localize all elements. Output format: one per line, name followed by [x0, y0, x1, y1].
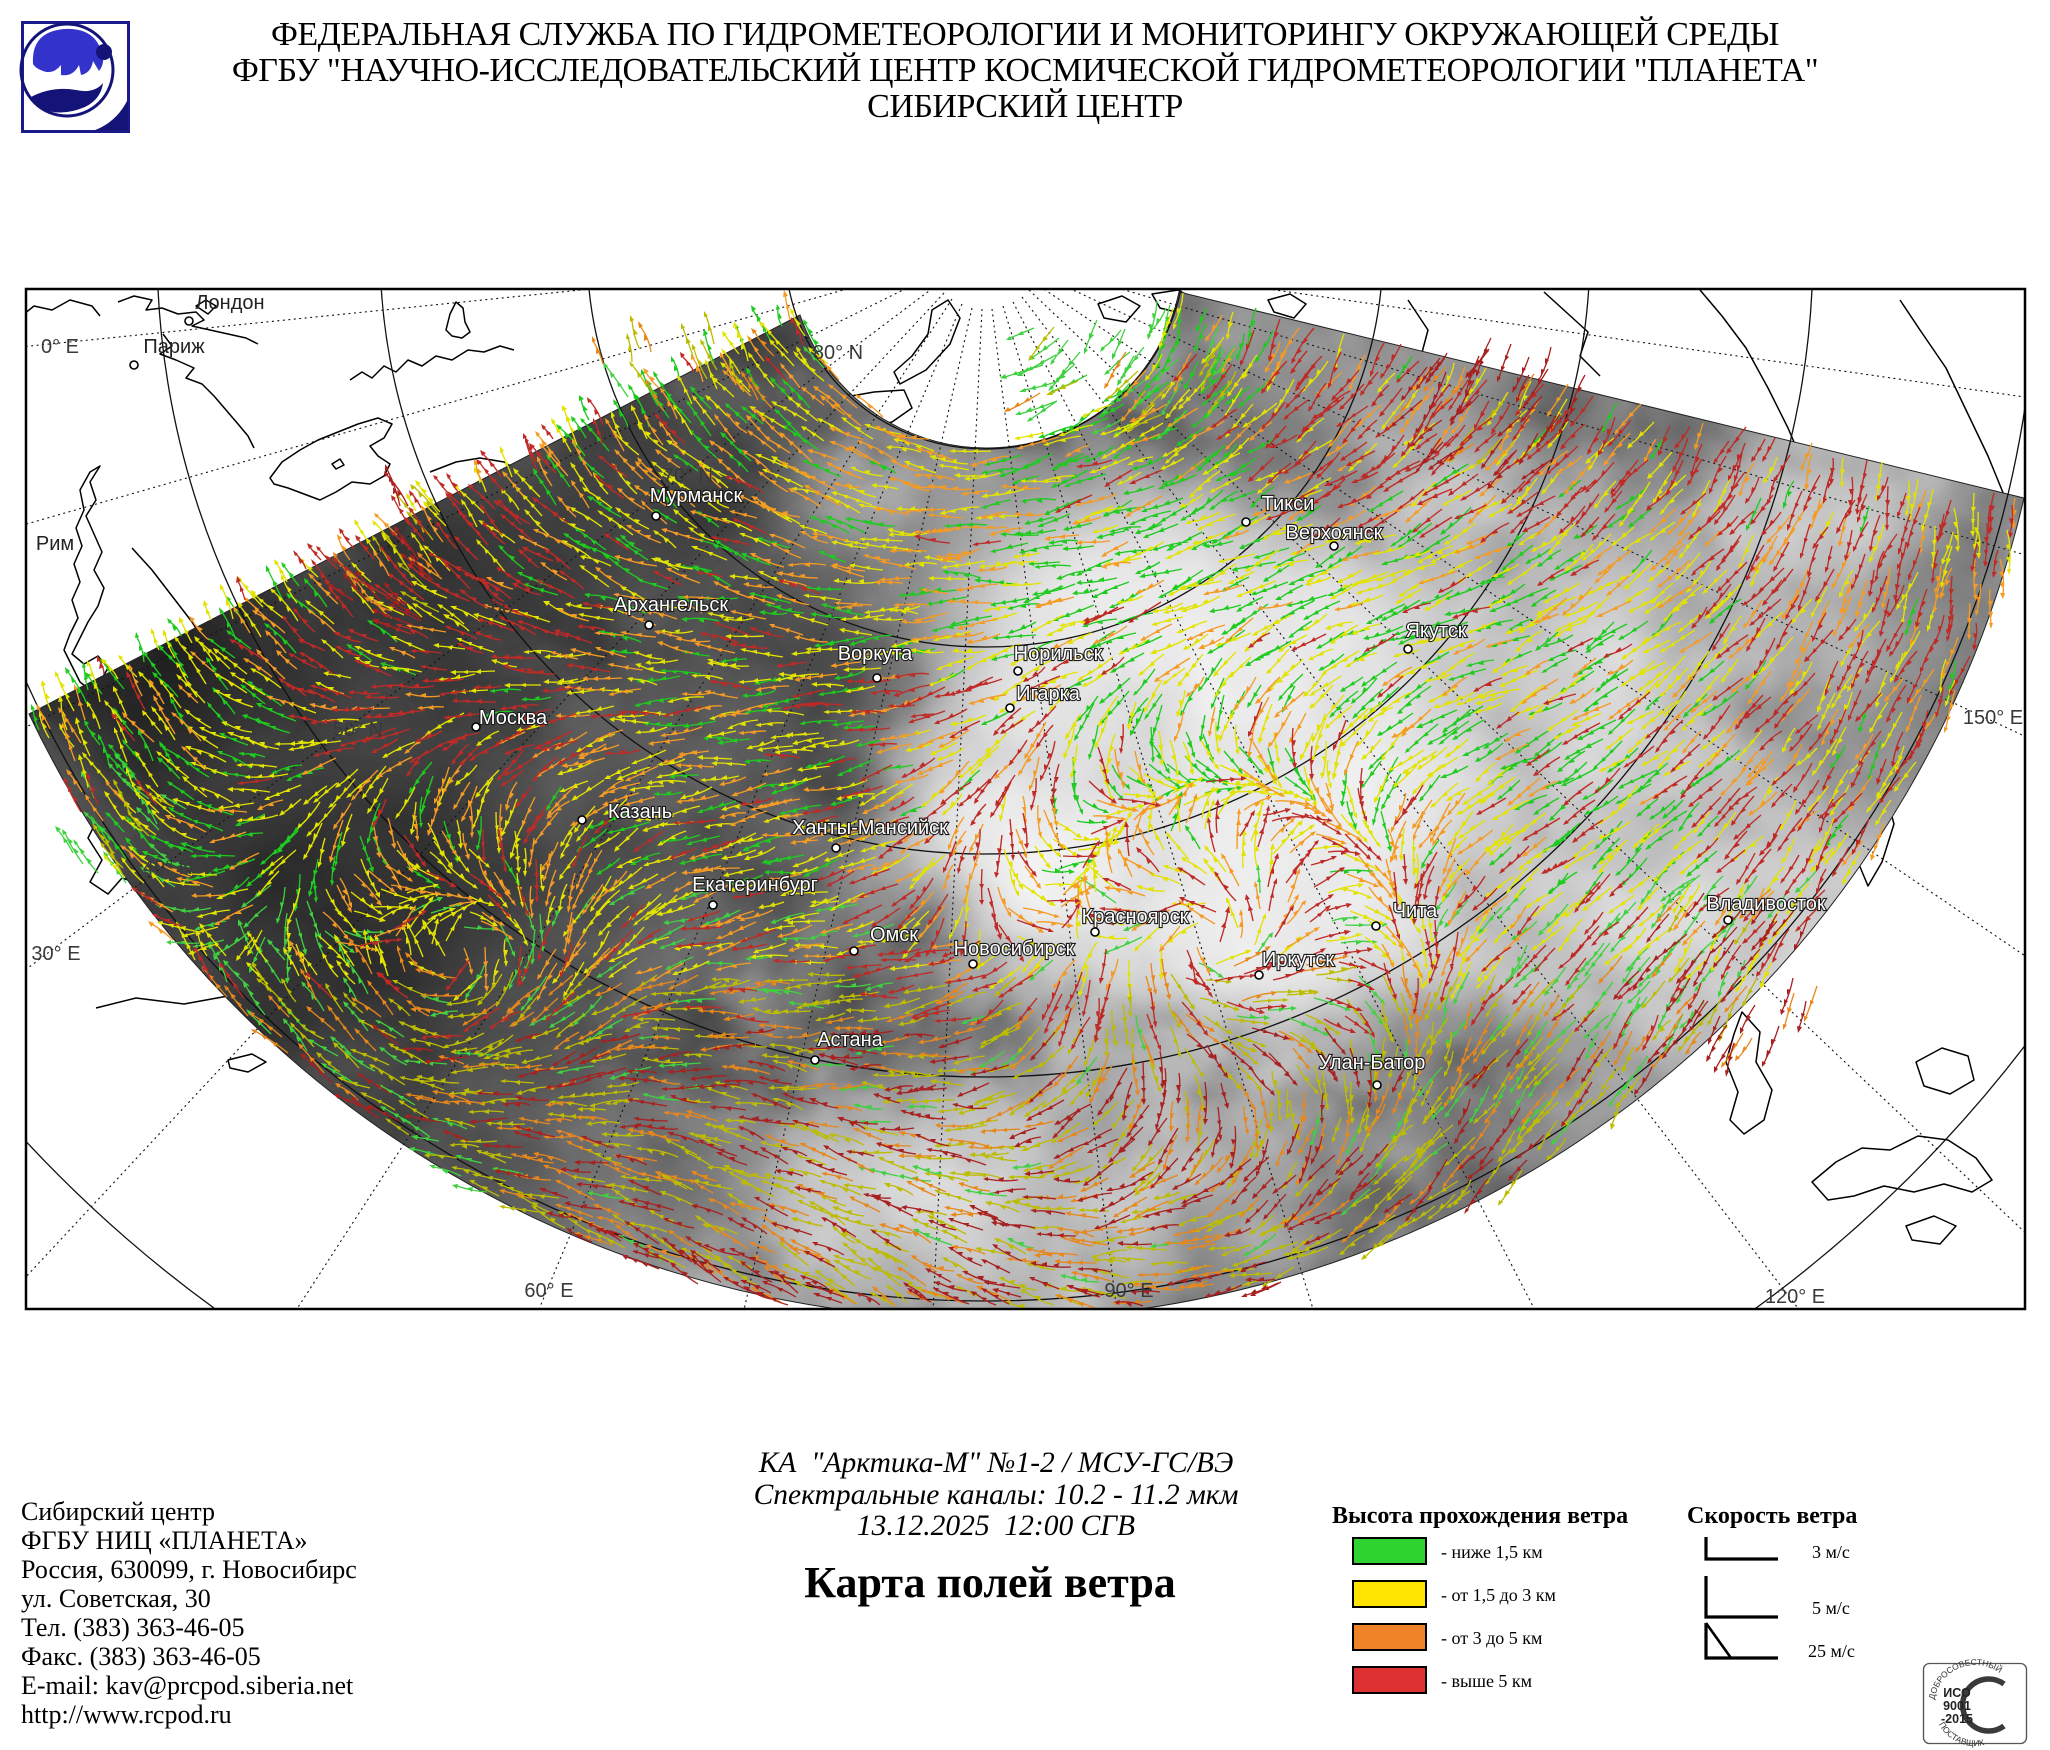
svg-text:ИСО: ИСО	[1943, 1686, 1971, 1700]
svg-text:0° E: 0° E	[41, 336, 79, 358]
svg-text:60° N: 60° N	[491, 597, 541, 619]
svg-text:Париж: Париж	[143, 336, 205, 358]
svg-text:Тикси: Тикси	[1262, 493, 1315, 515]
svg-text:Рим: Рим	[36, 533, 74, 555]
svg-text:Казань: Казань	[608, 801, 672, 823]
svg-text:Екатеринбург: Екатеринбург	[692, 874, 818, 896]
svg-text:90° E: 90° E	[1104, 1280, 1153, 1302]
svg-text:Москва: Москва	[479, 707, 548, 729]
svg-text:80° N: 80° N	[813, 342, 863, 364]
svg-text:Красноярск: Красноярск	[1082, 906, 1189, 928]
svg-text:Мурманск: Мурманск	[650, 485, 743, 507]
svg-text:70° N: 70° N	[663, 465, 713, 487]
svg-text:Архангельск: Архангельск	[614, 594, 729, 616]
svg-text:Чита: Чита	[1393, 900, 1438, 922]
svg-text:Норильск: Норильск	[1014, 643, 1103, 665]
svg-text:60° E: 60° E	[524, 1280, 573, 1302]
svg-text:Улан-Батор: Улан-Батор	[1319, 1052, 1426, 1074]
svg-text:Верхоянск: Верхоянск	[1286, 522, 1383, 544]
svg-text:Якутск: Якутск	[1405, 620, 1466, 642]
svg-text:Ханты-Мансийск: Ханты-Мансийск	[792, 817, 948, 839]
svg-text:Омск: Омск	[870, 924, 918, 946]
svg-text:-2015: -2015	[1941, 1712, 1973, 1726]
svg-text:40° N: 40° N	[143, 857, 193, 879]
svg-text:Новосибирск: Новосибирск	[954, 938, 1075, 960]
svg-text:9001: 9001	[1943, 1699, 1971, 1713]
svg-text:Лондон: Лондон	[195, 292, 264, 314]
svg-text:Игарка: Игарка	[1016, 683, 1081, 705]
svg-text:Владивосток: Владивосток	[1706, 893, 1826, 915]
svg-text:50° N: 50° N	[333, 719, 383, 741]
svg-text:120° E: 120° E	[1765, 1286, 1825, 1308]
svg-text:Воркута: Воркута	[838, 643, 913, 665]
svg-text:150° E: 150° E	[1963, 707, 2023, 729]
svg-text:Иркутск: Иркутск	[1262, 949, 1334, 971]
svg-text:30° E: 30° E	[31, 943, 80, 965]
svg-text:Астана: Астана	[817, 1029, 883, 1051]
